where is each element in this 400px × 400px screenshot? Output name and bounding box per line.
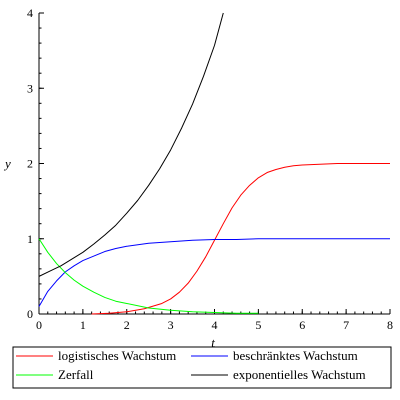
x-tick-label: 8 [387, 318, 393, 332]
x-tick-label: 3 [168, 318, 174, 332]
y-tick-label: 4 [27, 6, 33, 20]
y-tick-label: 0 [27, 307, 33, 321]
x-tick-label: 4 [212, 318, 218, 332]
x-tick-label: 6 [299, 318, 305, 332]
y-tick-label: 1 [27, 232, 33, 246]
legend-label: exponentielles Wachstum [233, 367, 366, 382]
plot-area [38, 12, 390, 315]
x-axis-label: t [211, 335, 215, 350]
x-tick-label: 0 [36, 318, 42, 332]
legend-label: Zerfall [58, 367, 94, 382]
series-line-2 [38, 238, 390, 307]
x-tick-label: 2 [124, 318, 130, 332]
series-line-4 [38, 12, 224, 277]
x-tick-label: 1 [80, 318, 86, 332]
series-line-3 [38, 238, 259, 314]
axes: 0 1 2 3 4 5 6 7 8 0 1 2 3 4 [27, 6, 393, 332]
series-line-1 [91, 163, 390, 315]
legend-box [12, 346, 392, 389]
x-tick-label: 7 [343, 318, 349, 332]
y-tick-label: 3 [27, 81, 33, 95]
legend: logistisches Wachstum beschränktes Wachst… [12, 346, 392, 389]
y-tick-label: 2 [27, 157, 33, 171]
x-tick-label: 5 [255, 318, 261, 332]
legend-label: beschränktes Wachstum [233, 348, 358, 363]
legend-label: logistisches Wachstum [58, 348, 176, 363]
y-axis-label: y [3, 156, 11, 171]
